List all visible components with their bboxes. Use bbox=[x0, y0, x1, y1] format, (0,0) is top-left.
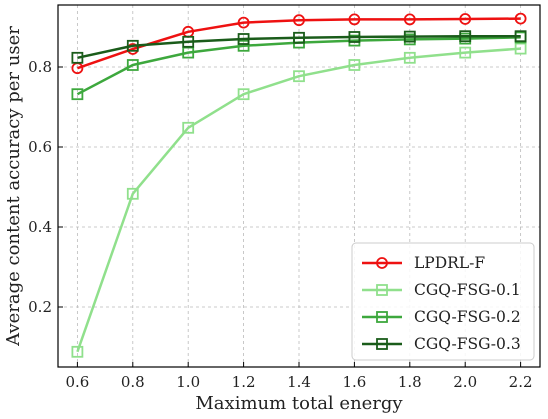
legend-marker bbox=[376, 338, 388, 350]
x-tick-label: 2.0 bbox=[453, 373, 477, 391]
data-point bbox=[403, 51, 416, 64]
x-tick-label: 1.8 bbox=[398, 373, 422, 391]
legend-label: CGQ-FSG-0.3 bbox=[414, 335, 521, 353]
data-point bbox=[293, 31, 305, 44]
series-cgq-fsg-0-1 bbox=[71, 42, 527, 358]
data-point bbox=[348, 59, 361, 71]
y-tick-label: 0.8 bbox=[28, 58, 52, 76]
x-tick-label: 1.2 bbox=[232, 373, 256, 391]
data-point bbox=[237, 88, 250, 101]
legend-item: LPDRL-F bbox=[362, 254, 485, 272]
x-tick-label: 1.6 bbox=[342, 373, 366, 391]
data-point bbox=[126, 39, 139, 52]
legend: LPDRL-F CGQ-FSG-0.1 CGQ-FSG-0.2 CGQ-FSG-0.3 bbox=[351, 242, 535, 361]
legend-label: CGQ-FSG-0.2 bbox=[414, 308, 521, 326]
x-tick-label: 0.6 bbox=[65, 373, 89, 391]
x-axis-label: Maximum total energy bbox=[195, 393, 403, 414]
data-point bbox=[71, 345, 84, 358]
legend-item: CGQ-FSG-0.2 bbox=[362, 308, 521, 326]
series-line bbox=[77, 34, 521, 60]
data-point bbox=[126, 187, 139, 200]
legend-marker bbox=[376, 257, 388, 269]
y-tick-label: 0.6 bbox=[28, 138, 52, 156]
x-tick-label: 1.4 bbox=[287, 373, 311, 391]
y-tick-label: 0.4 bbox=[28, 218, 52, 236]
data-point bbox=[403, 13, 416, 26]
y-tick-label: 0.2 bbox=[28, 298, 52, 316]
series-layer bbox=[71, 12, 527, 358]
data-point bbox=[71, 88, 84, 101]
x-tick-label: 0.8 bbox=[121, 373, 145, 391]
legend-marker bbox=[376, 284, 388, 296]
x-tick-label: 2.2 bbox=[509, 373, 533, 391]
data-point bbox=[182, 121, 195, 134]
data-point bbox=[459, 30, 472, 43]
legend-item: CGQ-FSG-0.1 bbox=[362, 281, 521, 299]
data-point bbox=[237, 33, 250, 45]
tick-layer: 0.6 0.8 1.0 1.2 1.4 1.6 1.8 2.0 2.2 0.2 0.4 0.6 0.8 bbox=[28, 58, 532, 391]
data-point bbox=[514, 42, 527, 55]
x-tick-label: 1.0 bbox=[176, 373, 200, 391]
data-point bbox=[71, 51, 84, 64]
data-point bbox=[237, 16, 250, 29]
y-axis-label: Average content accuracy per user bbox=[3, 26, 24, 347]
data-point bbox=[293, 70, 305, 83]
data-point bbox=[403, 30, 416, 43]
legend-label: LPDRL-F bbox=[414, 254, 485, 272]
data-point bbox=[348, 31, 361, 43]
data-point bbox=[459, 46, 472, 59]
legend-label: CGQ-FSG-0.1 bbox=[414, 281, 521, 299]
data-point bbox=[514, 30, 527, 43]
data-point bbox=[237, 39, 250, 52]
legend-box bbox=[351, 242, 535, 361]
series-line bbox=[76, 47, 521, 353]
data-point bbox=[126, 59, 139, 71]
data-point bbox=[293, 14, 305, 27]
legend-item: CGQ-FSG-0.3 bbox=[362, 335, 521, 353]
series-cgq-fsg-0-3 bbox=[71, 30, 527, 64]
data-point bbox=[459, 13, 472, 25]
grid bbox=[58, 5, 540, 367]
data-point bbox=[514, 12, 527, 25]
data-point bbox=[182, 35, 195, 48]
legend-marker bbox=[376, 311, 388, 323]
data-point bbox=[348, 13, 361, 26]
